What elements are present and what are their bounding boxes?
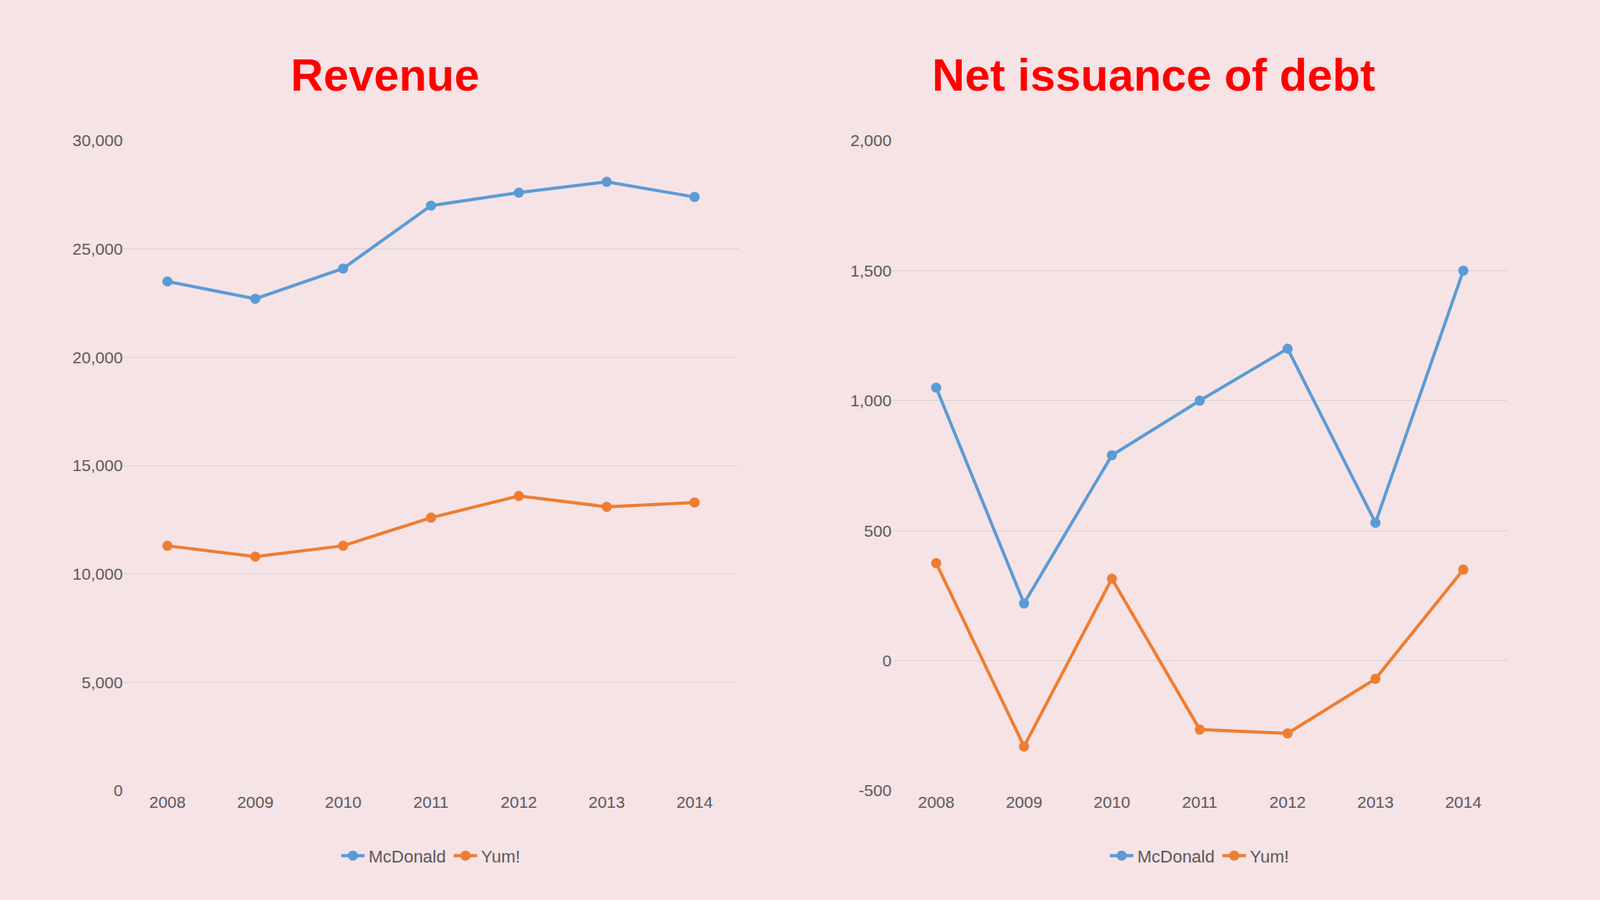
svg-text:2014: 2014 [676,792,714,811]
svg-text:Revenue: Revenue [290,49,480,100]
svg-text:Net issuance of debt: Net issuance of debt [932,49,1375,100]
svg-text:2011: 2011 [413,792,449,811]
svg-text:2008: 2008 [917,792,955,811]
svg-text:-500: -500 [858,781,892,800]
svg-text:25,000: 25,000 [72,239,123,258]
svg-text:Yum!: Yum! [1250,846,1290,867]
svg-text:1,000: 1,000 [850,391,893,410]
svg-text:30,000: 30,000 [72,131,123,150]
svg-text:2014: 2014 [1445,792,1483,811]
svg-text:0: 0 [113,781,123,800]
svg-text:2012: 2012 [1269,792,1307,811]
svg-text:20,000: 20,000 [72,348,123,367]
svg-text:2009: 2009 [236,792,274,811]
svg-text:McDonald: McDonald [368,846,447,867]
svg-text:2011: 2011 [1182,792,1218,811]
svg-text:2008: 2008 [149,792,186,811]
svg-text:2009: 2009 [1005,792,1043,811]
svg-text:2010: 2010 [325,792,362,811]
svg-text:10,000: 10,000 [72,564,123,583]
svg-text:5,000: 5,000 [82,673,124,692]
svg-text:Yum!: Yum! [481,846,521,867]
svg-text:2,000: 2,000 [850,131,893,150]
svg-text:McDonald: McDonald [1137,846,1215,867]
svg-text:2013: 2013 [588,792,625,811]
svg-text:2012: 2012 [500,792,538,811]
svg-text:15,000: 15,000 [72,456,123,475]
svg-text:500: 500 [864,521,892,540]
svg-text:2013: 2013 [1357,792,1394,811]
svg-text:1,500: 1,500 [850,261,893,280]
svg-text:2010: 2010 [1093,792,1131,811]
svg-text:0: 0 [882,651,892,670]
